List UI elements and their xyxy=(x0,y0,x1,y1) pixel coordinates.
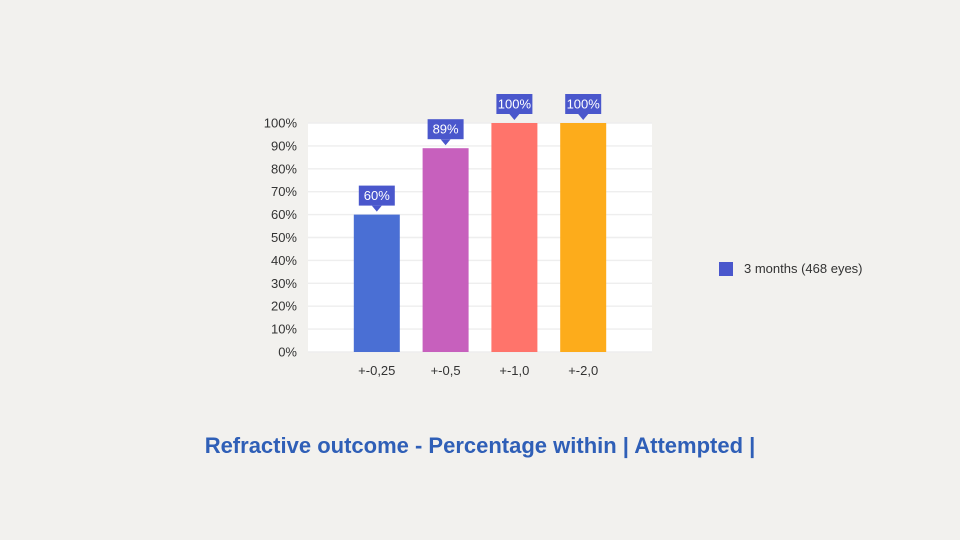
y-tick-label: 100% xyxy=(264,116,298,131)
data-label-pointer xyxy=(371,205,382,212)
y-tick-label: 70% xyxy=(271,184,297,199)
y-axis-ticks: 0% 10% 20% 30% 40% 50% 60% 70% 80% 90% 100% xyxy=(264,116,298,360)
bars xyxy=(353,123,607,352)
data-label-pointer xyxy=(578,114,589,120)
data-label-text: 100% xyxy=(567,97,601,112)
bar xyxy=(491,123,538,352)
y-tick-label: 40% xyxy=(271,253,297,268)
bar xyxy=(560,123,607,352)
data-label: 100% xyxy=(496,94,533,120)
y-tick-label: 50% xyxy=(271,230,297,245)
data-label-text: 60% xyxy=(364,188,390,203)
data-label-box xyxy=(358,185,395,206)
data-label-text: 100% xyxy=(498,97,532,112)
data-label: 89% xyxy=(427,119,464,146)
data-label-pointer xyxy=(509,114,520,120)
y-tick-label: 90% xyxy=(271,138,297,153)
legend-swatch xyxy=(719,261,733,276)
legend: 3 months (468 eyes) xyxy=(719,261,863,276)
x-axis-categories: +-0,25 +-0,5 +-1,0 +-2,0 xyxy=(358,363,598,378)
data-label-box xyxy=(427,119,464,140)
y-tick-label: 30% xyxy=(271,276,297,291)
bar xyxy=(422,148,469,352)
y-tick-label: 60% xyxy=(271,207,297,222)
legend-label: 3 months (468 eyes) xyxy=(744,261,863,276)
y-tick-label: 0% xyxy=(278,345,297,360)
y-tick-label: 20% xyxy=(271,299,297,314)
data-label: 60% xyxy=(358,185,395,212)
data-labels: 60% 89% 100% 100% xyxy=(358,94,602,212)
x-tick-label: +-2,0 xyxy=(568,363,598,378)
y-tick-label: 80% xyxy=(271,161,297,176)
chart-title: Refractive outcome - Percentage within |… xyxy=(204,433,756,458)
y-tick-label: 10% xyxy=(271,322,297,337)
x-tick-label: +-0,5 xyxy=(431,363,461,378)
data-label-box xyxy=(565,94,602,114)
data-label-box xyxy=(496,94,533,114)
data-label-pointer xyxy=(440,139,451,146)
x-tick-label: +-0,25 xyxy=(358,363,395,378)
data-label-text: 89% xyxy=(433,122,459,137)
data-label: 100% xyxy=(565,94,602,120)
bar xyxy=(353,214,400,352)
x-tick-label: +-1,0 xyxy=(499,363,529,378)
